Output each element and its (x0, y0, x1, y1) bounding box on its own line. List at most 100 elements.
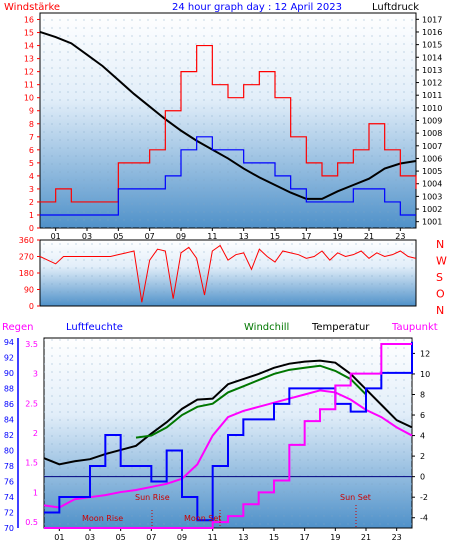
humidity-tick-label: 70 (4, 524, 14, 533)
wind-tick-label: 10 (24, 94, 34, 103)
humidity-tick-label: 82 (4, 431, 14, 440)
hour-tick-label: 11 (207, 232, 217, 241)
wind-tick-label: 12 (24, 68, 34, 77)
pressure-tick-label: 1008 (422, 129, 442, 138)
pressure-axis-label: Luftdruck (372, 2, 419, 13)
hour-tick-label: 03 (85, 533, 95, 542)
humidity-tick-label: 92 (4, 353, 14, 362)
pressure-tick-label: 1009 (422, 117, 442, 126)
wind-axis-label: Windstärke (4, 2, 60, 13)
pressure-tick-label: 1005 (422, 167, 442, 176)
pressure-tick-label: 1013 (422, 66, 442, 75)
wind-tick-label: 2 (29, 198, 34, 207)
wind-tick-label: 4 (29, 172, 34, 181)
wind-tick-label: 13 (24, 55, 34, 64)
dewpoint-line (43, 389, 413, 509)
wind-tick-label: 11 (24, 81, 34, 90)
rain-tick-label: 0.5 (25, 518, 38, 527)
moonrise-label: Moon Rise (82, 514, 123, 523)
rain-tick-label: 1.5 (25, 459, 38, 468)
rain-tick-label: 1 (33, 488, 38, 497)
wind-tick-label: 14 (24, 42, 34, 51)
wind-gust-line (40, 44, 417, 203)
rain-tick-label: 2.5 (25, 399, 38, 408)
wind-direction-line (39, 244, 417, 303)
hour-tick-label: 23 (395, 232, 405, 241)
rain-label: Regen (2, 322, 34, 333)
hour-tick-label: 21 (361, 533, 371, 542)
hour-tick-label: 05 (113, 232, 123, 241)
hour-tick-label: 19 (333, 232, 343, 241)
dewpoint-label: Taupunkt (391, 322, 438, 333)
hour-tick-label: 15 (270, 232, 280, 241)
wind-tick-label: 15 (24, 29, 34, 38)
humidity-label: Luftfeuchte (66, 322, 123, 333)
hour-tick-label: 15 (269, 533, 279, 542)
pressure-tick-label: 1011 (422, 91, 442, 100)
wind-tick-label: 1 (29, 211, 34, 220)
temp-tick-label: -2 (420, 493, 428, 502)
temperature-label: Temperatur (311, 322, 370, 333)
graph-title: 24 hour graph day : 12 April 2023 (172, 2, 342, 13)
humidity-tick-label: 90 (4, 369, 14, 378)
wind-tick-label: 8 (29, 120, 34, 129)
hour-tick-label: 17 (301, 232, 311, 241)
wind-tick-label: 16 (24, 16, 34, 25)
hour-tick-label: 09 (177, 533, 187, 542)
rain-tick-label: 3 (33, 370, 38, 379)
pressure-tick-label: 1017 (422, 15, 442, 24)
pressure-tick-label: 1010 (422, 104, 442, 113)
hour-tick-label: 09 (176, 232, 186, 241)
humidity-line (44, 341, 413, 522)
sunset-label: Sun Set (340, 493, 371, 502)
pressure-tick-label: 1015 (422, 41, 442, 50)
humidity-tick-label: 80 (4, 446, 14, 455)
pressure-line (39, 31, 417, 200)
humidity-tick-label: 74 (4, 493, 14, 502)
compass-label: N (436, 304, 444, 317)
wind-tick-label: 5 (29, 159, 34, 168)
direction-tick-label: 270 (19, 253, 34, 262)
temp-tick-label: 0 (420, 473, 425, 482)
temp-tick-label: 6 (420, 411, 425, 420)
pressure-tick-label: 1007 (422, 142, 442, 151)
wind-tick-label: 0 (29, 224, 34, 233)
pressure-tick-label: 1001 (422, 218, 442, 227)
hour-tick-label: 13 (238, 533, 248, 542)
direction-tick-label: 360 (19, 236, 34, 245)
temp-tick-label: 10 (420, 370, 430, 379)
temp-tick-label: 4 (420, 432, 425, 441)
temp-tick-label: 12 (420, 349, 430, 358)
temp-tick-label: 8 (420, 390, 425, 399)
pressure-tick-label: 1012 (422, 79, 442, 88)
wind-average-line (40, 136, 416, 216)
hour-tick-label: 01 (51, 232, 61, 241)
hour-tick-label: 19 (330, 533, 340, 542)
wind-tick-label: 6 (29, 146, 34, 155)
wind-tick-label: 3 (29, 185, 34, 194)
wind-tick-label: 7 (29, 133, 34, 142)
compass-label: S (436, 271, 443, 284)
pressure-tick-label: 1004 (422, 180, 442, 189)
hour-tick-label: 03 (82, 232, 92, 241)
hour-tick-label: 17 (300, 533, 310, 542)
compass-label: O (436, 288, 445, 301)
hour-tick-label: 21 (364, 232, 374, 241)
temp-tick-label: -4 (420, 514, 428, 523)
humidity-tick-label: 72 (4, 508, 14, 517)
compass-label: W (436, 255, 447, 268)
moonset-label: Moon Set (184, 514, 221, 523)
pressure-tick-label: 1002 (422, 205, 442, 214)
rain-line (44, 342, 412, 529)
humidity-tick-label: 86 (4, 400, 14, 409)
humidity-tick-label: 88 (4, 384, 14, 393)
direction-tick-label: 0 (29, 302, 34, 311)
humidity-tick-label: 94 (4, 338, 14, 347)
hour-tick-label: 13 (239, 232, 249, 241)
pressure-tick-label: 1016 (422, 28, 442, 37)
windchill-label: Windchill (244, 322, 289, 333)
rain-tick-label: 3.5 (25, 340, 38, 349)
hour-tick-label: 05 (116, 533, 126, 542)
